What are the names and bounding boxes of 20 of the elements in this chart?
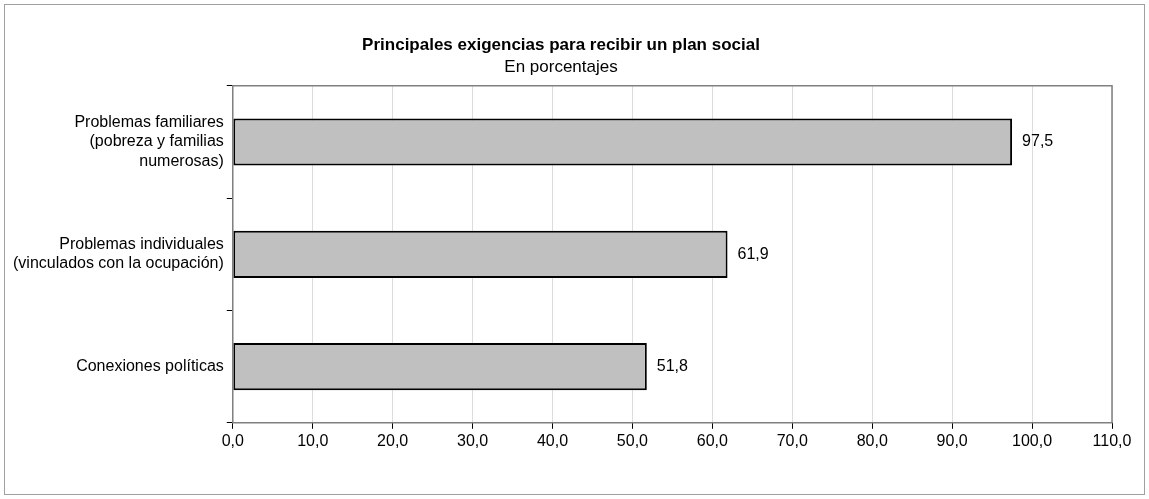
x-tick-label: 10,0 (297, 431, 329, 449)
chart-title: Principales exigencias para recibir un plan social (362, 34, 760, 54)
x-tick-label: 40,0 (536, 431, 569, 449)
data-label: 51,8 (656, 357, 689, 375)
y-tick-label: Conexiones políticas (76, 357, 224, 375)
x-tick-label: 80,0 (856, 431, 888, 449)
x-tick-label: 110,0 (1092, 431, 1132, 449)
data-label: 97,5 (1022, 132, 1054, 150)
x-tick-label: 30,0 (457, 431, 489, 449)
chart-subtitle: En porcentajes (504, 57, 618, 77)
x-tick-label: 70,0 (776, 431, 808, 449)
x-tick-label: 60,0 (696, 431, 729, 449)
x-tick-label: 100,0 (1012, 431, 1053, 449)
y-tick-label: Problemas individuales (vinculados con la ocupación) (12, 235, 224, 272)
x-tick-label: 50,0 (616, 431, 649, 449)
y-tick-label: Problemas familiares (pobreza y familias numerosas) (74, 113, 224, 169)
x-tick-label: 20,0 (377, 431, 409, 449)
x-tick-label: 0,0 (221, 431, 245, 449)
data-label: 61,9 (737, 244, 769, 262)
x-tick-label: 90,0 (936, 431, 968, 449)
